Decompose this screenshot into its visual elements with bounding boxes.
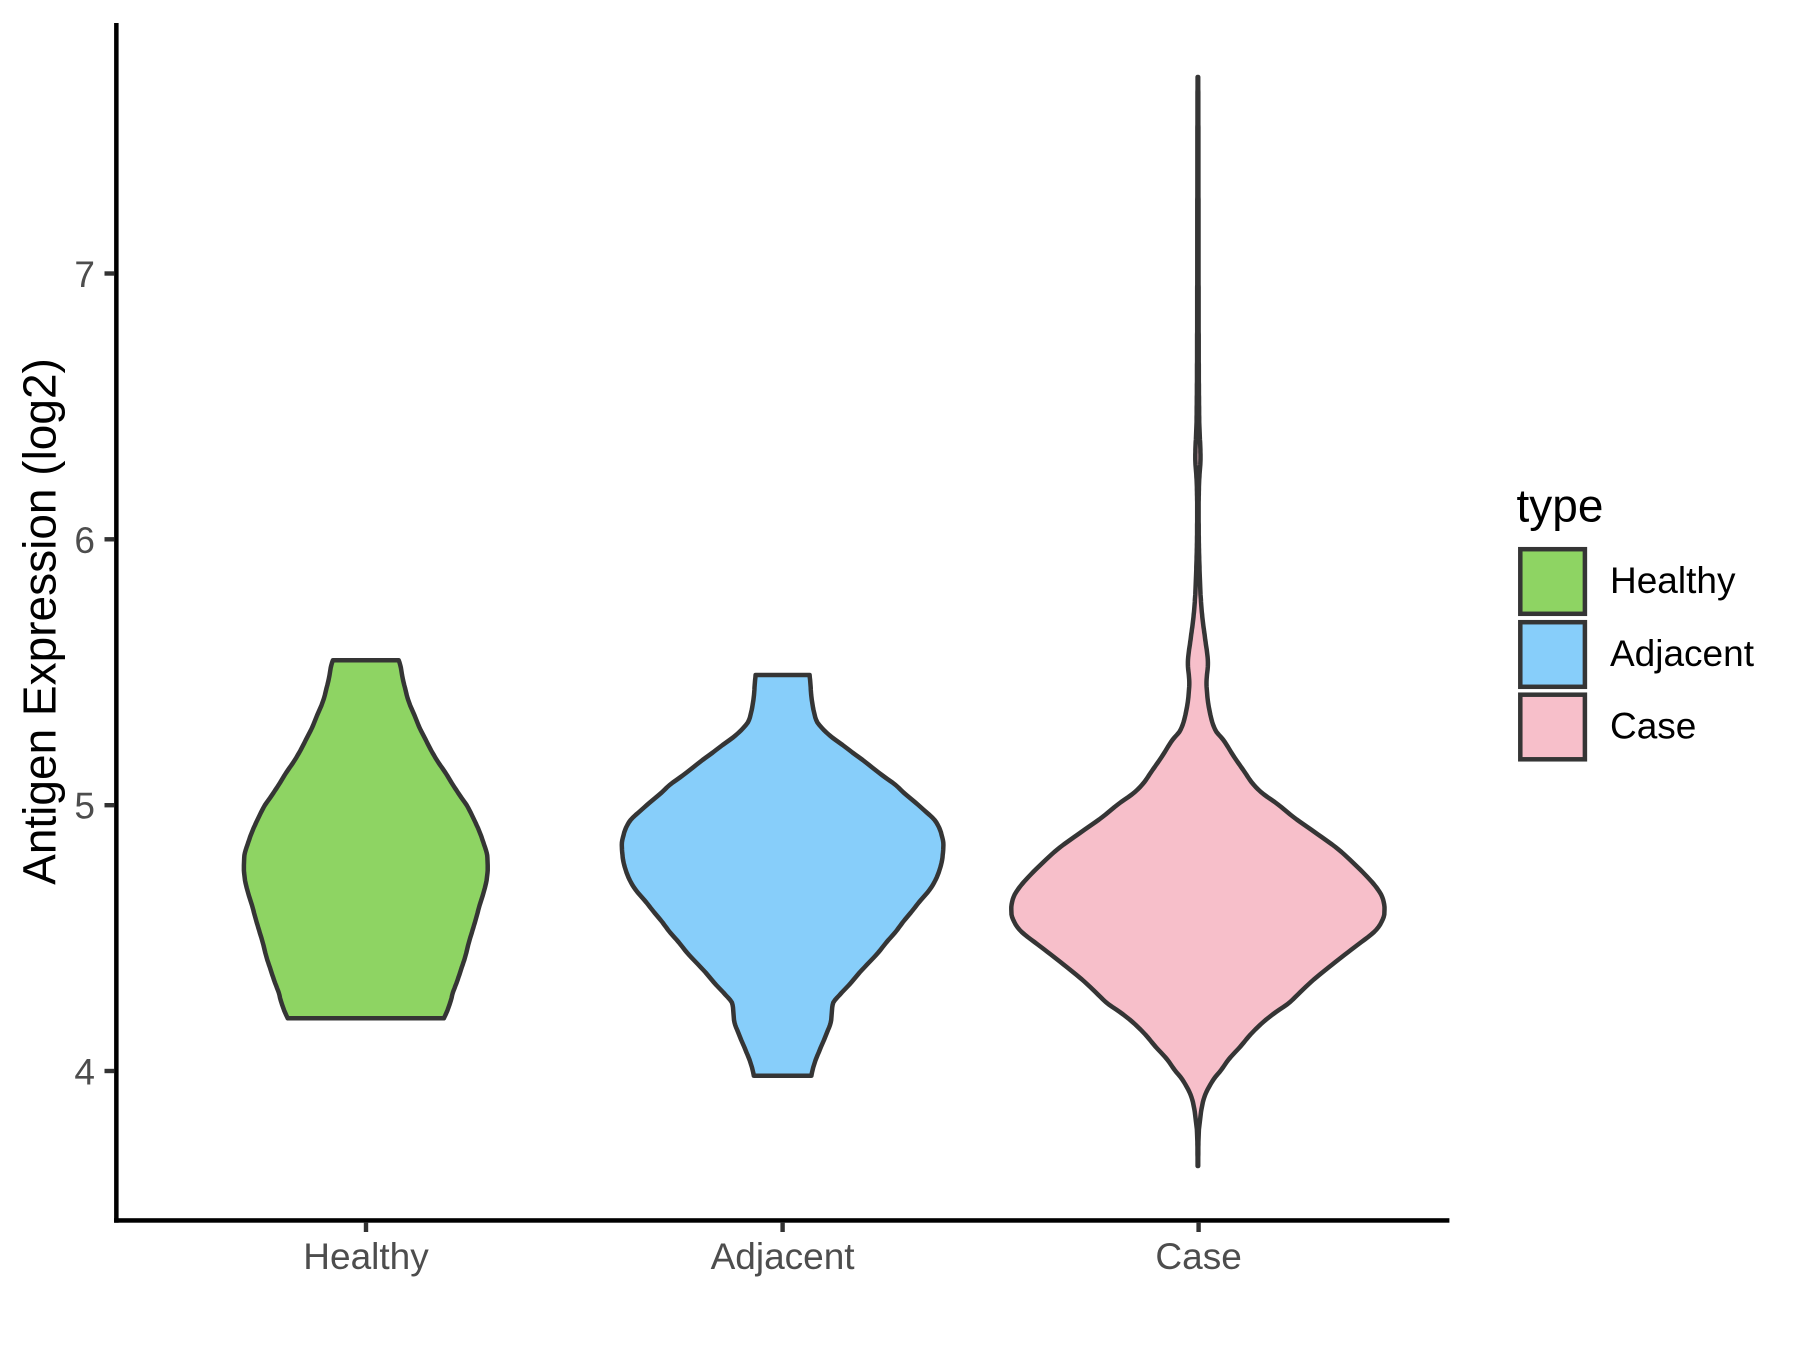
svg-text:7: 7 xyxy=(74,254,95,295)
svg-text:5: 5 xyxy=(74,786,95,827)
svg-text:Healthy: Healthy xyxy=(303,1236,429,1277)
svg-text:4: 4 xyxy=(74,1052,95,1093)
svg-text:Case: Case xyxy=(1155,1236,1241,1277)
svg-text:type: type xyxy=(1517,480,1604,532)
svg-text:Adjacent: Adjacent xyxy=(1610,633,1755,674)
svg-text:Case: Case xyxy=(1610,706,1696,747)
svg-text:Adjacent: Adjacent xyxy=(711,1236,856,1277)
svg-text:Antigen Expression (log2): Antigen Expression (log2) xyxy=(14,358,66,885)
svg-text:6: 6 xyxy=(74,520,95,561)
svg-text:Healthy: Healthy xyxy=(1610,560,1736,601)
